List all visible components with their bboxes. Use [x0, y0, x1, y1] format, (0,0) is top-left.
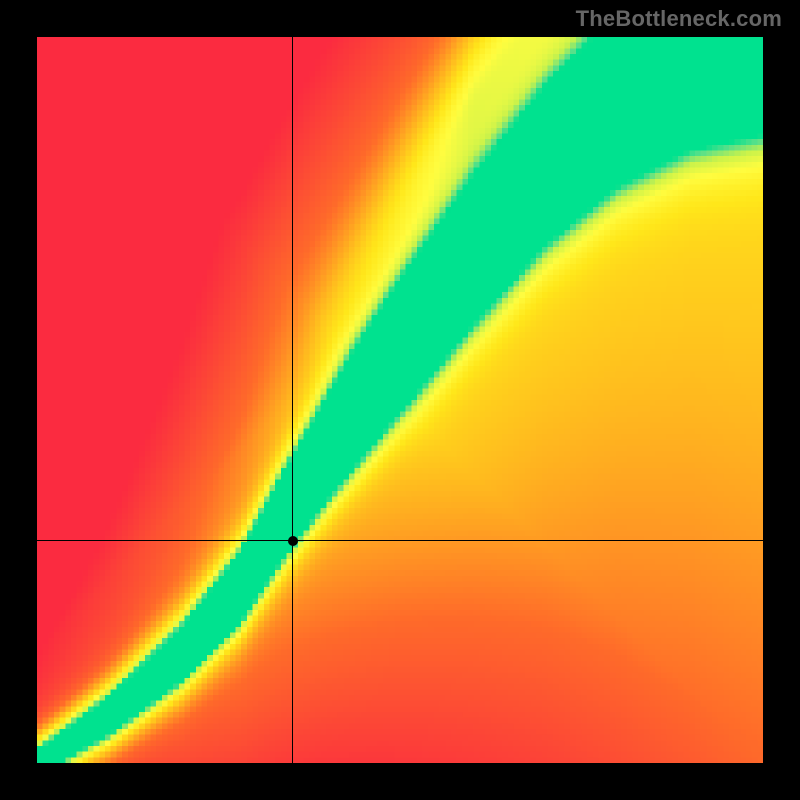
crosshair-marker-dot — [288, 536, 298, 546]
figure-stage: TheBottleneck.com — [0, 0, 800, 800]
crosshair-horizontal-line — [37, 540, 763, 541]
crosshair-vertical-line — [292, 37, 293, 763]
bottleneck-heatmap-canvas — [37, 37, 763, 763]
watermark-text: TheBottleneck.com — [576, 6, 782, 32]
